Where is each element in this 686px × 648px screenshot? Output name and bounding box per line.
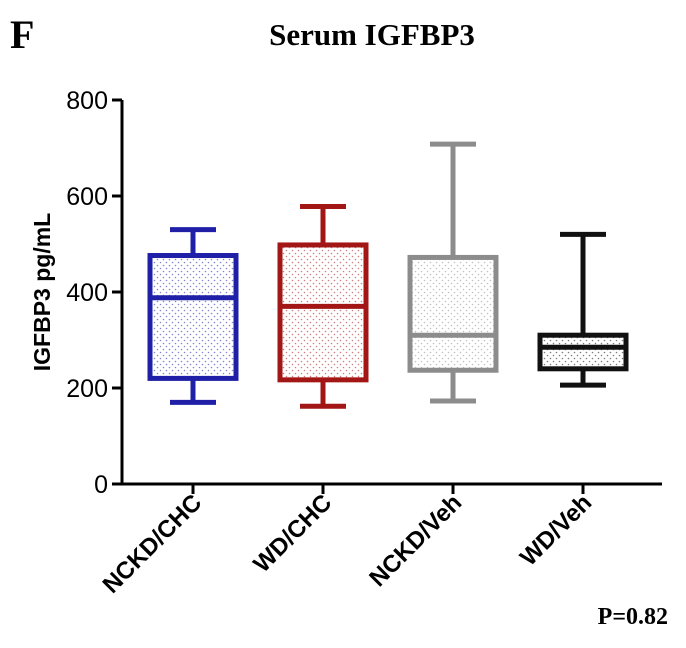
box-nckd-chc xyxy=(147,227,239,405)
x-tick-label: WD/CHC xyxy=(248,489,337,578)
axes: 0 200 400 600 800 xyxy=(66,87,662,499)
iqr-box xyxy=(147,253,239,381)
y-axis-label: IGFBP3 pg/mL xyxy=(29,213,55,371)
y-tick-label: 800 xyxy=(66,87,108,115)
box-nckd-veh xyxy=(407,141,499,404)
chart-title: Serum IGFBP3 xyxy=(269,17,475,52)
x-tick-labels: NCKD/CHC WD/CHC NCKD/Veh WD/Veh xyxy=(98,489,598,599)
panel-label: F xyxy=(10,12,34,57)
boxes xyxy=(147,141,629,409)
y-tick-label: 200 xyxy=(66,375,108,403)
x-tick-label: WD/Veh xyxy=(515,489,597,571)
iqr-box xyxy=(407,254,499,373)
p-value-annotation: P=0.82 xyxy=(598,604,668,630)
box-wd-veh xyxy=(537,231,629,388)
y-tick-label: 0 xyxy=(94,471,108,499)
x-tick-label: NCKD/Veh xyxy=(364,489,467,592)
y-tick-label: 400 xyxy=(66,279,108,307)
box-wd-chc xyxy=(277,204,369,409)
x-tick-label: NCKD/CHC xyxy=(98,489,208,599)
y-tick-label: 600 xyxy=(66,183,108,211)
iqr-box xyxy=(537,332,629,372)
iqr-box xyxy=(277,242,369,383)
